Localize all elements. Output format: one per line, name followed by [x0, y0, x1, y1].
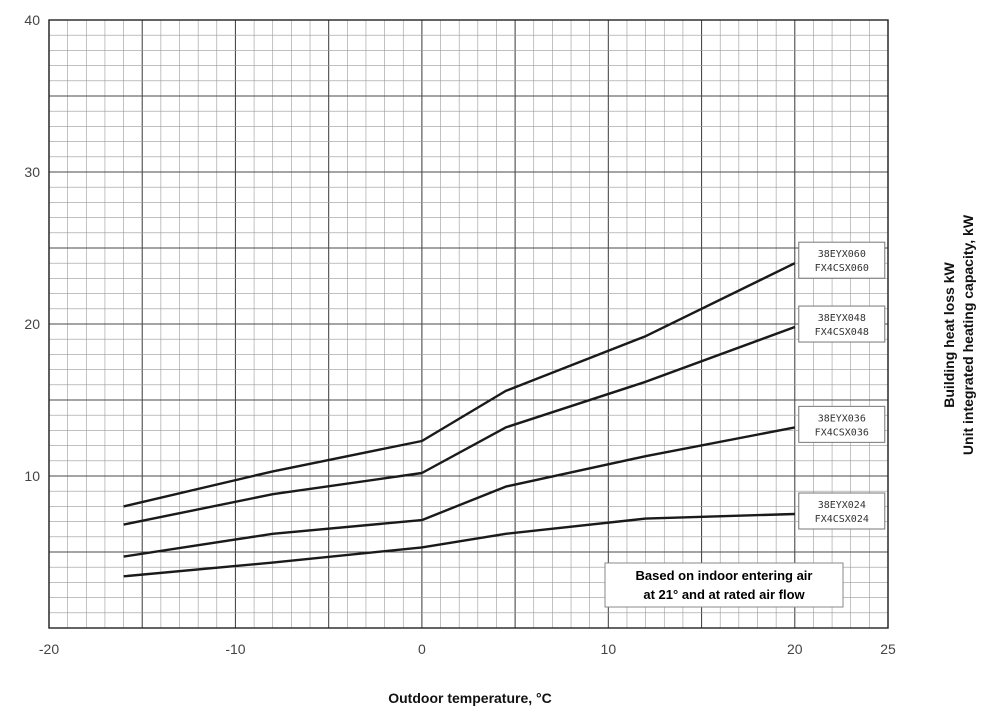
series-line: [123, 426, 796, 558]
y-axis-title-heating-capacity: Unit integrated heating capacity, kW: [960, 214, 976, 455]
series-label-text: 38EYX060: [818, 249, 866, 260]
plot-frame: [48, 19, 889, 629]
y-tick-label: 20: [24, 316, 40, 332]
y-tick-label: 30: [24, 164, 40, 180]
x-tick-label: 10: [601, 641, 617, 657]
series-label-box: [798, 241, 886, 279]
series-lines: [123, 262, 796, 578]
x-tick-label: -20: [39, 641, 59, 657]
series-label-text: 38EYX024: [818, 500, 866, 511]
y-tick-label: 40: [24, 12, 40, 28]
series-label-text: 38EYX036: [818, 413, 866, 424]
series-label: 38EYX048 FX4CSX048: [798, 305, 886, 343]
annotation-text: at 21° and at rated air flow: [643, 587, 805, 602]
series-label: 38EYX036 FX4CSX036: [798, 405, 886, 443]
series-label-text: FX4CSX036: [815, 427, 869, 438]
series-label-text: FX4CSX060: [815, 263, 869, 274]
grid: [48, 19, 889, 629]
series-label-box: [798, 305, 886, 343]
axes: -20 -10 0 10 20 25 10 20 30 40: [24, 12, 896, 657]
y-axis-title-heat-loss: Building heat loss kW: [941, 261, 957, 407]
series-label-text: 38EYX048: [818, 313, 866, 324]
annotation-box: Based on indoor entering air at 21° and a…: [604, 562, 844, 608]
x-tick-label: -10: [225, 641, 245, 657]
annotation-frame: [604, 562, 844, 608]
x-axis-title: Outdoor temperature, °C: [388, 690, 552, 706]
series-line: [123, 512, 795, 578]
series-label-text: FX4CSX048: [815, 327, 869, 338]
series-line: [123, 325, 796, 526]
series-label-box: [798, 492, 886, 530]
x-tick-label: 20: [787, 641, 803, 657]
series-line: [123, 262, 796, 508]
x-tick-label: 0: [418, 641, 426, 657]
y-tick-label: 10: [24, 468, 40, 484]
series-label: 38EYX060 FX4CSX060: [798, 241, 886, 279]
series-labels: 38EYX060FX4CSX06038EYX048FX4CSX04838EYX0…: [798, 241, 886, 530]
series-label-text: FX4CSX024: [815, 514, 869, 525]
annotation-text: Based on indoor entering air: [636, 568, 813, 583]
series-label: 38EYX024 FX4CSX024: [798, 492, 886, 530]
x-tick-label: 25: [880, 641, 896, 657]
series-label-box: [798, 405, 886, 443]
